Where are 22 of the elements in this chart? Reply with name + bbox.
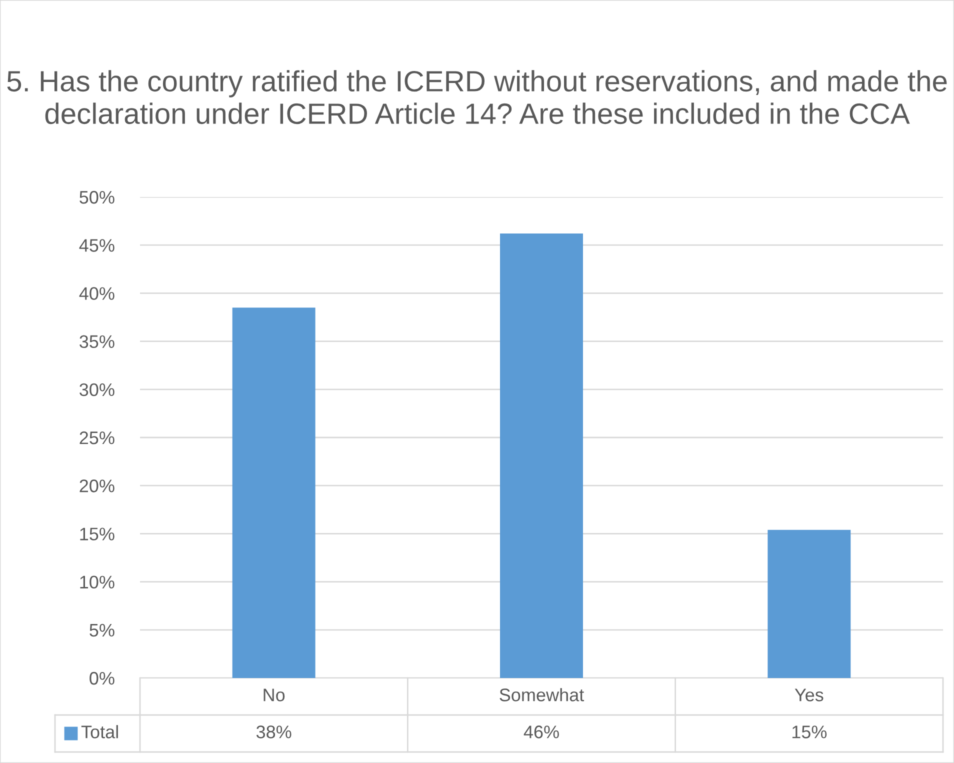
- chart-title: 5. Has the country ratified the ICERD without reservations, and made the declaration under ICERD Article 14? Are these included in the CCA: [7, 70, 947, 124]
- y-tick-label: 45%: [79, 239, 114, 252]
- x-tick-label: Somewhat: [500, 688, 584, 702]
- x-tick-label: Yes: [794, 688, 824, 702]
- y-tick-label: 40%: [79, 287, 114, 300]
- y-tick-label: 15%: [80, 528, 114, 540]
- x-tick-label: No: [264, 688, 285, 702]
- y-tick-label: 20%: [80, 480, 114, 492]
- y-tick-label: 25%: [80, 431, 114, 444]
- y-tick-label: 10%: [80, 576, 114, 589]
- bar: [768, 530, 851, 678]
- legend-label: Total: [81, 725, 118, 738]
- bar: [500, 234, 583, 678]
- bar: [232, 308, 316, 678]
- data-label: 38%: [256, 726, 292, 738]
- y-tick-label: 30%: [80, 383, 114, 396]
- data-label: 15%: [792, 726, 827, 738]
- y-tick-label: 5%: [90, 624, 114, 637]
- y-tick-label: 35%: [80, 335, 114, 348]
- data-label: 46%: [524, 726, 559, 738]
- y-tick-label: 50%: [80, 190, 114, 204]
- y-tick-label: 0%: [90, 672, 114, 685]
